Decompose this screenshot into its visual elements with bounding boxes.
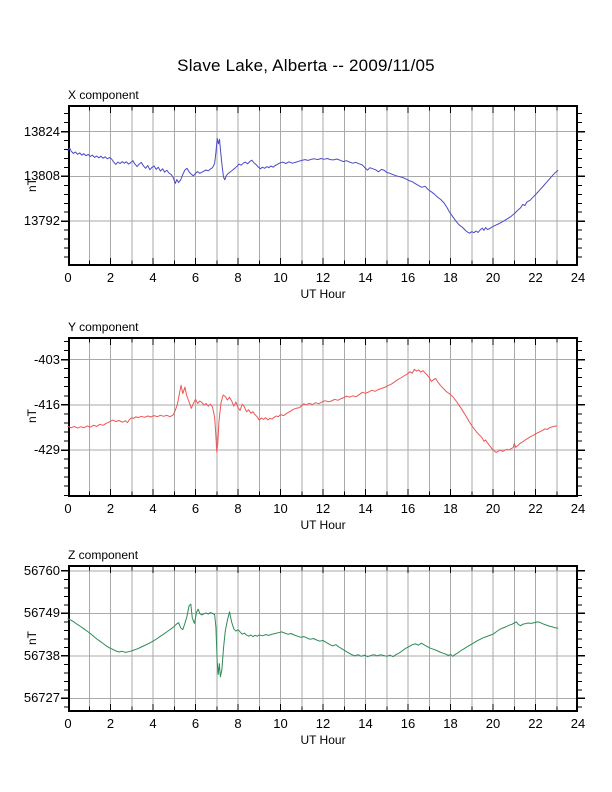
x-tick-label: 20 <box>485 501 501 516</box>
x-tick-label: 18 <box>443 716 458 731</box>
x-tick-label: 10 <box>273 716 288 731</box>
y-tick-label: -403 <box>33 351 60 367</box>
x-tick-label: 0 <box>64 270 72 285</box>
x-tick-label: 6 <box>191 270 200 285</box>
x-tick-label: 14 <box>358 716 373 731</box>
data-line <box>67 368 558 453</box>
y-tick-label: 13792 <box>23 213 60 229</box>
z-component-chart: Z component 56727 56738 56749 56760 0 2 4 6 8 10 12… <box>0 547 612 747</box>
y-component-chart: Y component -429 -416 -403 0 2 4 6 8 10 12 14 16 18 20… <box>0 319 612 532</box>
x-tick-label: 16 <box>400 716 416 731</box>
x-tick-label: 24 <box>570 716 586 731</box>
x-tick-label: 20 <box>485 716 501 731</box>
x-tick-label: 12 <box>315 270 331 285</box>
x-tick-label: 4 <box>149 716 157 731</box>
x-tick-label: 18 <box>443 270 458 285</box>
x-tick-label: 14 <box>358 501 373 516</box>
x-tick-label: 24 <box>570 501 586 516</box>
x-tick-label: 12 <box>315 501 331 516</box>
plot-title: Z component <box>68 548 139 562</box>
x-tick-label: 4 <box>149 270 157 285</box>
plot-frame <box>68 105 578 266</box>
plot-title: Y component <box>68 320 139 334</box>
x-tick-label: 24 <box>570 270 586 285</box>
x-tick-label: 20 <box>485 270 501 285</box>
y-tick-label: 56760 <box>23 562 60 578</box>
y-axis-title: nT <box>25 177 39 192</box>
x-tick-label: 18 <box>443 501 458 516</box>
x-tick-label: 2 <box>106 501 115 516</box>
data-line <box>67 603 559 678</box>
y-axis-title: nT <box>25 630 39 645</box>
x-tick-label: 22 <box>528 501 543 516</box>
x-tick-label: 10 <box>273 501 288 516</box>
x-tick-label: 14 <box>358 270 373 285</box>
y-tick-label: -429 <box>33 442 60 458</box>
x-tick-label: 10 <box>273 270 288 285</box>
plot-frame <box>68 565 578 712</box>
x-tick-label: 6 <box>191 716 200 731</box>
plot-frame <box>68 337 578 497</box>
x-tick-label: 2 <box>106 716 115 731</box>
x-tick-label: 0 <box>64 501 72 516</box>
plot-area <box>61 105 585 266</box>
y-tick-label: 13824 <box>23 123 60 139</box>
x-tick-label: 8 <box>234 716 242 731</box>
y-tick-label: 56727 <box>23 690 60 706</box>
y-tick-label: 13808 <box>23 168 60 184</box>
x-component-chart: X component 13792 13808 13824 0 2 4 6 8 10 12 14 16 1… <box>0 87 612 301</box>
x-tick-label: 16 <box>400 501 416 516</box>
x-axis-title: UT Hour <box>300 518 346 532</box>
x-tick-label: 6 <box>191 501 200 516</box>
x-tick-label: 22 <box>528 716 543 731</box>
plot-area <box>61 337 585 497</box>
x-tick-label: 12 <box>315 716 331 731</box>
data-line <box>67 137 559 234</box>
x-axis-title: UT Hour <box>300 287 346 301</box>
x-tick-label: 4 <box>149 501 157 516</box>
x-tick-label: 8 <box>234 501 242 516</box>
x-tick-label: 8 <box>234 270 242 285</box>
x-tick-label: 16 <box>400 270 416 285</box>
y-axis-title: nT <box>25 409 39 424</box>
x-tick-label: 2 <box>106 270 115 285</box>
x-tick-label: 22 <box>528 270 543 285</box>
y-tick-label: -416 <box>33 396 60 412</box>
y-tick-label: 56738 <box>23 647 60 663</box>
plot-area <box>61 565 585 712</box>
x-axis-title: UT Hour <box>300 733 346 747</box>
page-title: Slave Lake, Alberta -- 2009/11/05 <box>177 56 435 75</box>
y-tick-label: 56749 <box>23 605 60 621</box>
plot-title: X component <box>68 88 139 102</box>
x-tick-label: 0 <box>64 716 72 731</box>
